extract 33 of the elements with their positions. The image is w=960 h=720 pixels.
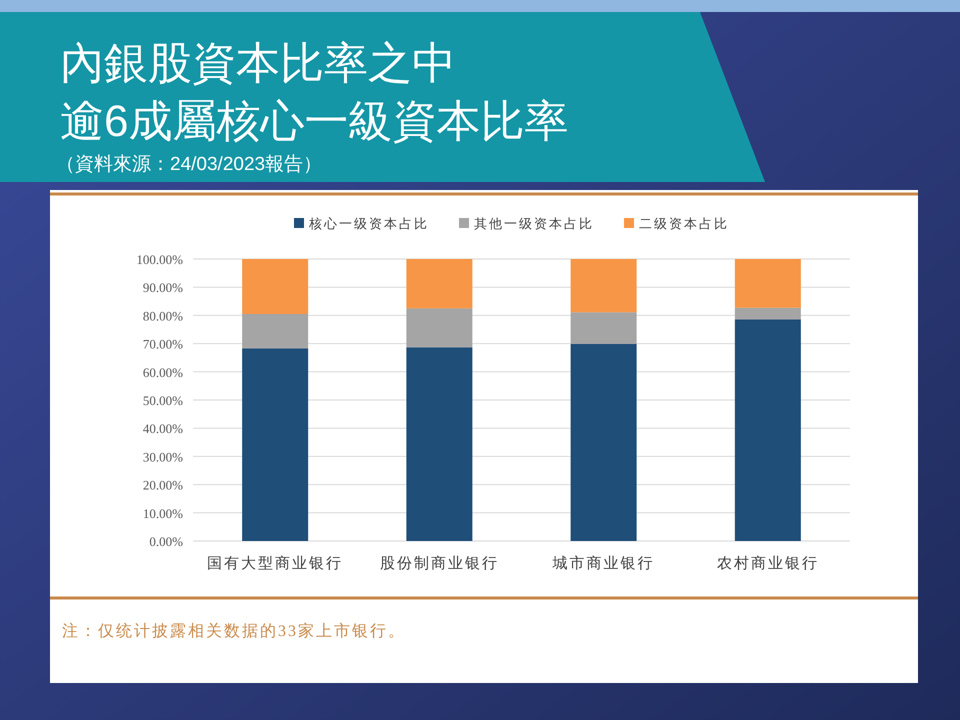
bar <box>734 259 801 308</box>
bar <box>406 347 472 541</box>
text: 注：仅统计披露相关数据的33家上市银行。 <box>62 622 406 640</box>
bar <box>570 259 637 312</box>
x-tick-label: 农村商业银行 <box>716 555 819 572</box>
y-tick-label: 20.00% <box>142 478 184 493</box>
bar <box>734 319 801 541</box>
bar <box>570 344 637 541</box>
y-tick-label: 70.00% <box>142 336 184 352</box>
y-tick-label: 60.00% <box>142 364 184 380</box>
bar <box>406 308 472 348</box>
legend-label: 其他一级资本占比 <box>474 216 594 231</box>
x-tick-label: 城市商业银行 <box>552 555 655 572</box>
y-tick-label: 80.00% <box>142 308 184 324</box>
y-tick-label: 90.00% <box>142 280 184 296</box>
legend-label: 二级资本占比 <box>639 216 729 231</box>
bar <box>406 259 472 308</box>
y-tick-label: 40.00% <box>142 421 184 436</box>
chart-subtitle: （資料來源：24/03/2023報告） <box>56 154 322 175</box>
bar <box>734 308 801 320</box>
y-tick-label: 30.00% <box>142 449 184 464</box>
y-tick-label: 0.00% <box>149 534 184 549</box>
chart-title: 內銀股資本比率之中逾6成屬核心一級資本比率 <box>60 39 568 146</box>
x-tick-label: 股份制商业银行 <box>380 555 499 572</box>
y-tick-label: 10.00% <box>142 506 184 521</box>
y-tick-label: 100.00% <box>136 252 184 267</box>
bar <box>570 312 637 344</box>
x-tick-label: 国有大型商业银行 <box>207 555 344 572</box>
y-tick-label: 50.00% <box>142 393 184 408</box>
legend-label: 核心一级资本占比 <box>308 216 429 231</box>
bar <box>242 348 308 541</box>
bar <box>242 259 308 314</box>
bar <box>242 314 308 348</box>
